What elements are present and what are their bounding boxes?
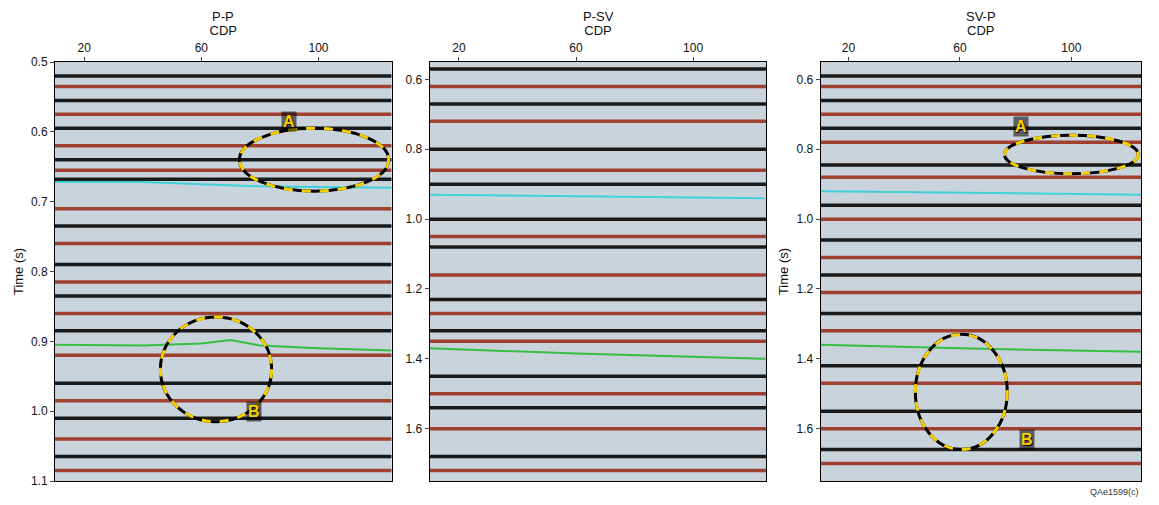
svg-text:0.6: 0.6 [31,125,48,139]
svg-text:100: 100 [308,41,328,55]
svg-text:60: 60 [569,41,583,55]
svg-text:B: B [1021,431,1033,448]
svg-text:CDP: CDP [967,23,994,38]
svg-text:CDP: CDP [584,23,611,38]
svg-text:0.7: 0.7 [31,195,48,209]
svg-text:1.6: 1.6 [797,422,814,436]
svg-text:20: 20 [452,41,466,55]
svg-text:1.0: 1.0 [31,404,48,418]
svg-text:CDP: CDP [210,23,237,38]
svg-text:0.5: 0.5 [31,55,48,69]
svg-text:1.2: 1.2 [406,282,423,296]
svg-text:1.0: 1.0 [406,212,423,226]
svg-text:0.6: 0.6 [797,73,814,87]
svg-text:1.0: 1.0 [797,212,814,226]
svg-text:1.6: 1.6 [406,422,423,436]
svg-text:0.8: 0.8 [31,265,48,279]
svg-text:0.9: 0.9 [31,335,48,349]
svg-text:1.4: 1.4 [797,352,814,366]
svg-text:20: 20 [78,41,92,55]
svg-text:A: A [283,113,295,130]
svg-text:1.4: 1.4 [406,352,423,366]
svg-text:60: 60 [953,41,967,55]
svg-text:QAe1599(c): QAe1599(c) [1090,487,1139,497]
svg-text:60: 60 [195,41,209,55]
svg-text:1.2: 1.2 [797,282,814,296]
svg-text:P-SV: P-SV [583,9,614,24]
svg-text:Time (s): Time (s) [11,248,26,295]
svg-text:100: 100 [683,41,703,55]
svg-text:SV-P: SV-P [966,9,996,24]
svg-text:100: 100 [1061,41,1081,55]
svg-text:1.1: 1.1 [31,474,48,488]
svg-text:P-P: P-P [212,9,234,24]
svg-text:0.8: 0.8 [797,142,814,156]
svg-text:B: B [248,403,260,420]
svg-text:Time (s): Time (s) [776,248,791,295]
svg-text:20: 20 [842,41,856,55]
svg-text:0.6: 0.6 [406,73,423,87]
svg-text:0.8: 0.8 [406,142,423,156]
svg-text:A: A [1015,118,1027,135]
